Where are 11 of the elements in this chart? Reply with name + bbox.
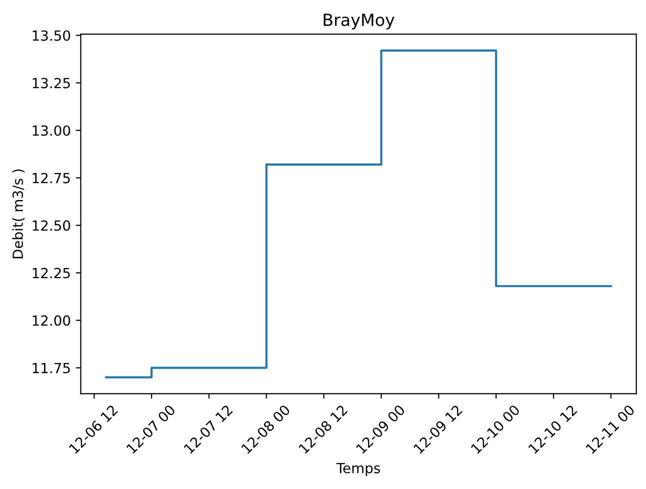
chart-title: BrayMoy: [324, 14, 394, 30]
y-tick-label: 13.00: [32, 125, 70, 136]
y-tick-label: 13.25: [32, 78, 70, 88]
y-tick-label: 13.50: [32, 30, 70, 41]
y-tick-label: 12.00: [32, 315, 70, 326]
y-tick-label: 12.25: [32, 268, 70, 278]
y-tick-label: 11.75: [32, 362, 70, 374]
x-axis-title: Temps: [336, 463, 380, 476]
y-axis-title: Debit( m3/s ): [12, 169, 25, 258]
y-tick-label: 12.50: [32, 220, 70, 231]
y-tick-label: 12.75: [32, 172, 70, 184]
